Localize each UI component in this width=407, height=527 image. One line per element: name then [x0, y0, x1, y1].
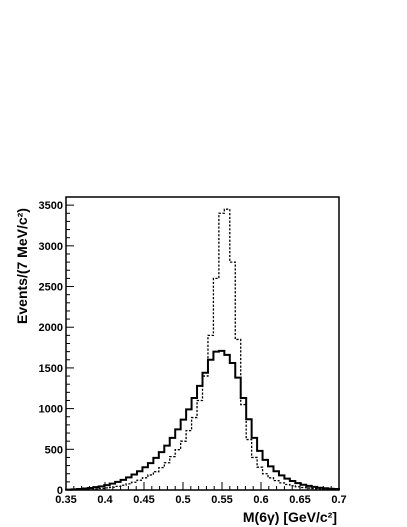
- x-tick-label: 0.4: [97, 494, 113, 506]
- x-tick-label: 0.7: [331, 494, 346, 506]
- dotted-histogram-series: [65, 208, 340, 491]
- x-tick-label: 0.55: [211, 494, 232, 506]
- y-tick-label: 500: [45, 444, 63, 456]
- x-tick-label: 0.6: [253, 494, 268, 506]
- y-axis-title: Events/(7 MeV/c²): [14, 208, 30, 324]
- x-axis-title: M(6γ) [GeV/c²]: [243, 509, 337, 525]
- y-tick-label: 2500: [39, 282, 63, 294]
- y-tick-label: 1000: [39, 404, 63, 416]
- y-tick-label: 0: [57, 485, 63, 497]
- ticks-layer: 0.35 0.4 0.45 0.5 0.55 0.6 0.65 0.7 0 500 1000 1500…: [39, 196, 347, 506]
- x-tick-label: 0.5: [175, 494, 190, 506]
- series-layer: [65, 208, 340, 491]
- x-tick-label: 0.45: [133, 494, 154, 506]
- x-tick-label: 0.35: [55, 494, 76, 506]
- y-tick-label: 2000: [39, 322, 63, 334]
- x-tick-label: 0.65: [289, 494, 310, 506]
- y-tick-label: 1500: [39, 363, 63, 375]
- plot-frame: [65, 196, 340, 491]
- y-tick-label: 3500: [39, 200, 63, 212]
- solid-histogram-series: [65, 349, 340, 491]
- y-tick-label: 3000: [39, 241, 63, 253]
